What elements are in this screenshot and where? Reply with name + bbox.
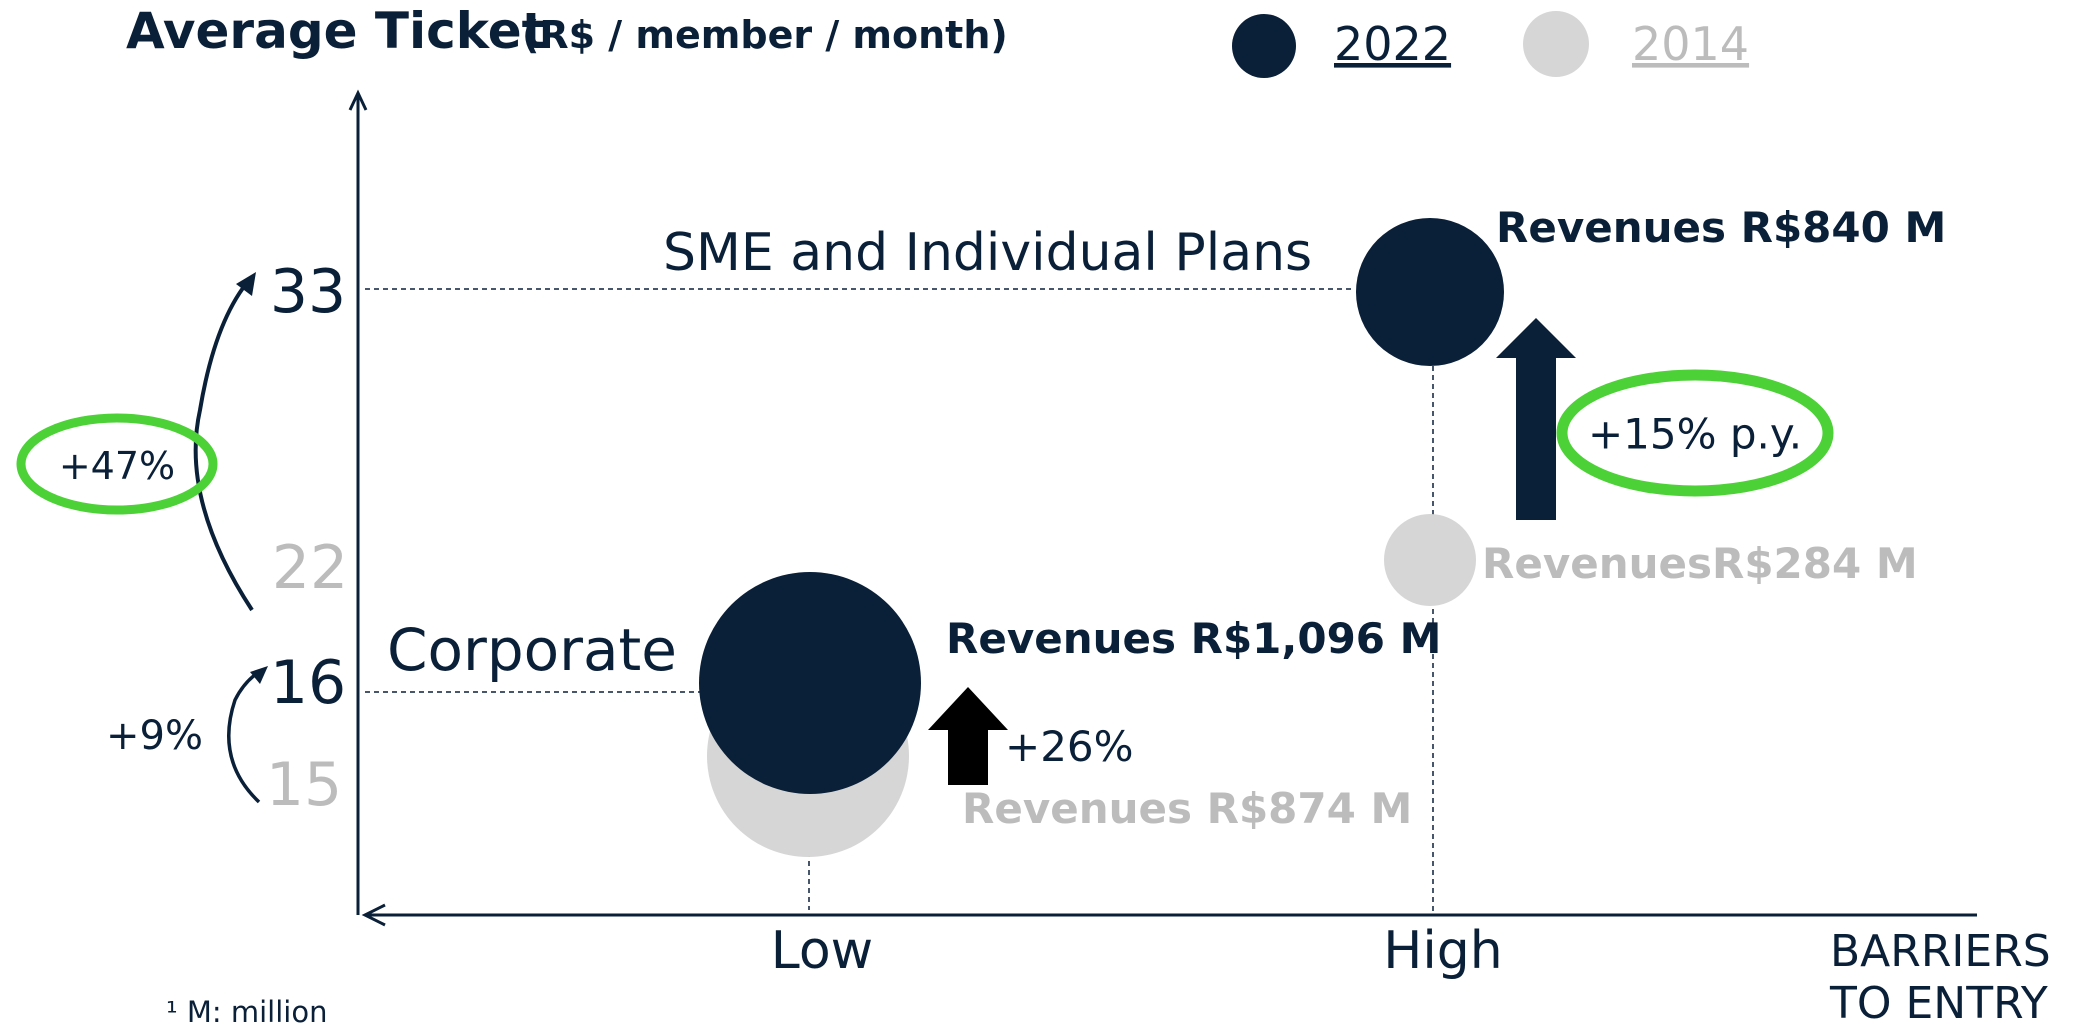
highlight-ring [16, 413, 218, 515]
footnote: ¹ M: million [166, 995, 327, 1029]
growth-label: +9% [106, 713, 203, 759]
revenue-label: RevenuesR$284 M [1482, 539, 1918, 588]
revenue-label: Revenues R$1,096 M [946, 614, 1441, 663]
highlight-ring [1556, 369, 1834, 497]
arrow-head [236, 272, 256, 296]
chart-subtitle: (R$ / member / month) [522, 13, 1008, 57]
revenue-label: Revenues R$840 M [1496, 203, 1946, 252]
revenue-label: Revenues R$874 M [962, 784, 1412, 833]
x-tick-label: High [1383, 921, 1503, 981]
x-tick-label: Low [771, 921, 873, 981]
chart-title: Average Ticket [126, 2, 546, 60]
y-tick-label: 16 [270, 648, 346, 718]
x-axis-label: BARRIERS [1830, 926, 2051, 977]
y-tick-label: 22 [272, 533, 348, 603]
growth-arrow [1496, 318, 1576, 520]
bubble-2022 [699, 572, 921, 794]
growth-bracket [227, 668, 263, 804]
x-axis [361, 903, 1977, 927]
legend-swatch [1232, 14, 1296, 78]
segment-label: SME and Individual Plans [663, 223, 1312, 283]
legend-label[interactable]: 2014 [1632, 17, 1749, 71]
y-tick-label: 15 [266, 750, 342, 820]
growth-label: +26% [1005, 722, 1134, 771]
growth-label: +15% p.y. [1588, 410, 1802, 459]
growth-label: +47% [59, 444, 175, 488]
growth-arrow [928, 687, 1008, 785]
bubble-2022 [1356, 218, 1504, 366]
bubble-2014 [1384, 514, 1476, 606]
y-tick-label: 33 [270, 257, 346, 327]
x-axis-label: TO ENTRY [1829, 978, 2048, 1029]
segment-label: Corporate [387, 616, 677, 684]
legend-swatch [1523, 11, 1589, 77]
legend-label[interactable]: 2022 [1334, 17, 1451, 71]
growth-bracket [193, 277, 254, 612]
y-axis [348, 89, 368, 915]
arrow-head [250, 666, 268, 684]
